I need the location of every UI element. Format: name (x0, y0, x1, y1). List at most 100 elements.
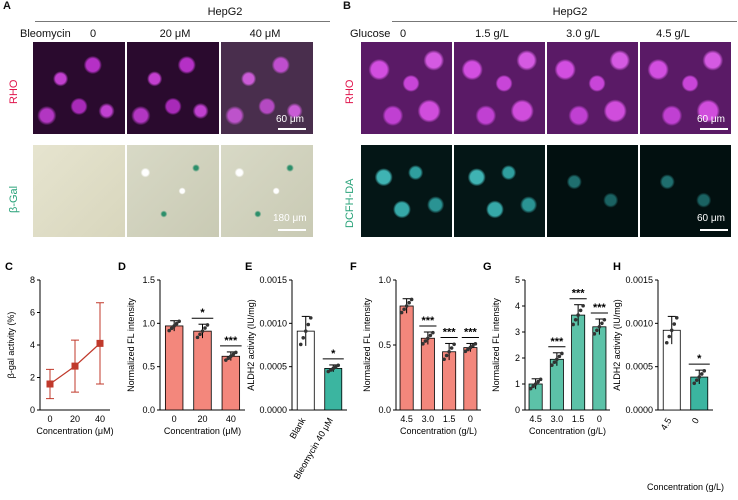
chart-h-bar (662, 329, 681, 411)
chart-g-dot (550, 363, 554, 367)
chart-f-ylabel: Normalized FL intensity (362, 298, 372, 392)
chart-h-sig-label: * (697, 353, 702, 365)
chart-g-dot (600, 321, 604, 326)
panel-label-c: C (5, 261, 13, 273)
bgal-image-bleo-0 (33, 145, 125, 237)
chart-g-dot (595, 328, 599, 333)
chart-h-dot (672, 322, 677, 326)
chart-g-bar (592, 326, 607, 411)
chart-h-dot (692, 381, 697, 386)
chart-e-ytick-label: 0.0015 (259, 275, 287, 285)
panel-label-e: E (245, 261, 252, 273)
chart-g-ytick-label: 4 (515, 301, 520, 311)
chart-f-dot (463, 349, 468, 354)
chart-f-dot (402, 307, 406, 312)
chart-d-xlabel: Concentration (μM) (164, 426, 241, 436)
chart-f-dot (452, 342, 456, 347)
chart-f-dot (442, 357, 446, 362)
scale-bar-b-bottom-label: 60 μm (697, 213, 725, 224)
chart-e-dot (306, 322, 311, 327)
chart-h-dot (697, 375, 702, 379)
bgal-image-bleo-20 (127, 145, 219, 237)
panel-a-condition-1: 20 μM (159, 28, 191, 40)
chart-h-dot (664, 340, 669, 345)
chart-d-dot (203, 326, 207, 330)
chart-f-bar (442, 351, 457, 411)
chart-d-dot (200, 329, 205, 333)
row-label-b-dcfh: DCFH-DA (344, 178, 356, 229)
chart-g-bar (549, 358, 564, 411)
chart-f-dot (399, 310, 404, 315)
chart-h-dot (699, 372, 704, 376)
chart-e-ylabel: ALDH2 activity (IU/mg) (246, 299, 256, 391)
chart-g-dot (538, 377, 543, 382)
chart-f-dot (426, 336, 430, 341)
chart-g-sig-label: *** (572, 288, 586, 300)
chart-d-ytick-label: 0.5 (142, 362, 155, 372)
chart-c-series-line (49, 342, 101, 385)
panel-label-b: B (343, 0, 351, 12)
chart-h-ytick-label: 0.0005 (625, 362, 653, 372)
scale-bar-a-bottom (278, 229, 306, 231)
panel-label-h: H (613, 261, 621, 273)
chart-g-dot (531, 384, 535, 389)
rho-image-bleo-40 (221, 42, 313, 134)
chart-g-ytick-label: 2 (515, 353, 520, 363)
chart-c-ytick-label: 0 (30, 405, 35, 415)
chart-c-xtick-label: 0 (47, 414, 52, 424)
chart-g-ytick-label: 0 (515, 405, 520, 415)
chart-e-bar (296, 330, 315, 411)
chart-g-dot (555, 357, 559, 362)
chart-g-dot (571, 322, 575, 327)
chart-d-dot (224, 358, 228, 362)
dcfh-image-glc-3.0 (547, 145, 638, 237)
chart-c-point (71, 362, 79, 370)
chart-f-dot (431, 330, 435, 335)
chart-g-xtick-label: 3.0 (551, 414, 564, 424)
panel-b-treatment: Glucose (350, 28, 391, 40)
chart-f-xtick-label: 0 (468, 414, 473, 424)
chart-f-dot (409, 297, 414, 302)
chart-d-bar (221, 355, 241, 411)
scale-bar-b-top (700, 128, 728, 130)
panel-b-condition-0: 0 (399, 28, 407, 40)
chart-d-ytick-label: 1.5 (142, 275, 155, 285)
chart-f-sig-label: *** (421, 315, 435, 327)
chart-d-dot (234, 350, 238, 355)
chart-d-sig-label: * (200, 307, 205, 319)
chart-d-sig-label: *** (224, 335, 238, 347)
chart-c-xtick-label: 40 (95, 414, 105, 424)
chart-d-dot (231, 352, 236, 357)
chart-d-xtick-label: 20 (197, 414, 207, 424)
chart-f-dot (449, 346, 454, 350)
chart-f-dot (471, 343, 475, 348)
panel-a-cell-line: HepG2 (207, 6, 243, 18)
chart-g-ytick-label: 3 (515, 327, 520, 337)
chart-g-ytick-label: 1 (515, 379, 520, 389)
panel-b-condition-3: 4.5 g/L (656, 28, 690, 40)
chart-f-dot (444, 353, 449, 358)
chart-c-ytick-label: 2 (30, 373, 35, 383)
chart-h-dot (702, 369, 707, 373)
chart-f-ytick-label: 0.5 (378, 340, 391, 350)
row-label-a-bgal: β-Gal (8, 185, 20, 213)
chart-d-ytick-label: 0.0 (142, 405, 155, 415)
chart-e-bar (324, 367, 343, 411)
chart-e-ytick-label: 0.0005 (259, 362, 287, 372)
chart-f-xtick-label: 4.5 (400, 414, 413, 424)
chart-h-xtick-label: 4.5 (659, 416, 674, 432)
panel-label-a: A (3, 0, 11, 12)
chart-d-dot (195, 335, 200, 340)
chart-d-dot (198, 332, 202, 337)
chart-d-ylabel: Normalized FL intensity (126, 298, 136, 392)
chart-d-dot (167, 328, 171, 333)
chart-e-dot (308, 316, 313, 320)
chart-g-dot (576, 313, 580, 317)
bgal-image-bleo-40 (221, 145, 313, 237)
rho-image-glc-0 (361, 42, 452, 134)
chart-d-bar (193, 330, 212, 411)
chart-h-dot (669, 328, 674, 333)
chart-g-dot (597, 325, 602, 329)
chart-f-dot (428, 333, 433, 338)
chart-g-xlabel: Concentration (g/L) (529, 426, 606, 436)
